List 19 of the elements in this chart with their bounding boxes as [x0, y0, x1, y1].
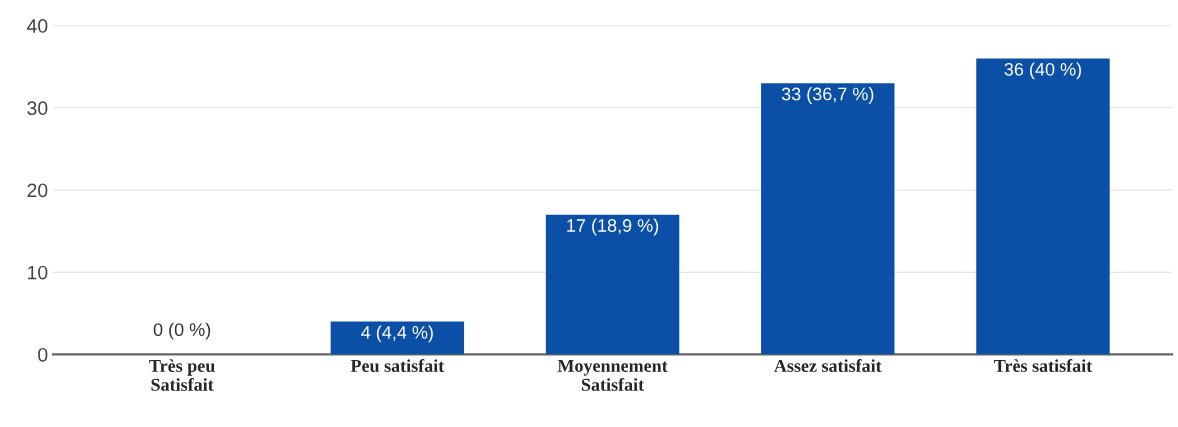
- y-tick-label: 0: [38, 347, 48, 362]
- data-label: 33 (36,7 %): [781, 87, 874, 104]
- y-tick-label: 10: [28, 265, 48, 280]
- data-label: 17 (18,9 %): [567, 218, 659, 236]
- y-tick-label: 30: [27, 101, 48, 116]
- bar: [330, 321, 465, 355]
- x-tick-label: Très satisfait: [994, 359, 1093, 372]
- data-label: 0 (0 %): [153, 322, 211, 340]
- y-tick-label: 20: [27, 183, 48, 198]
- x-tick-label: Peu satisfait: [350, 359, 445, 373]
- x-tick-label: Moyennement Satisfait: [557, 359, 668, 391]
- data-label: 36 (40 %): [1004, 62, 1081, 80]
- data-label: 4 (4,4 %): [361, 325, 433, 343]
- bar: [976, 58, 1110, 355]
- bar: [761, 83, 895, 355]
- x-tick-label: Assez satisfait: [774, 359, 882, 372]
- y-tick-label: 40: [26, 19, 48, 33]
- bar: [545, 214, 680, 355]
- x-tick-label: Très peu Satisfait: [149, 359, 215, 391]
